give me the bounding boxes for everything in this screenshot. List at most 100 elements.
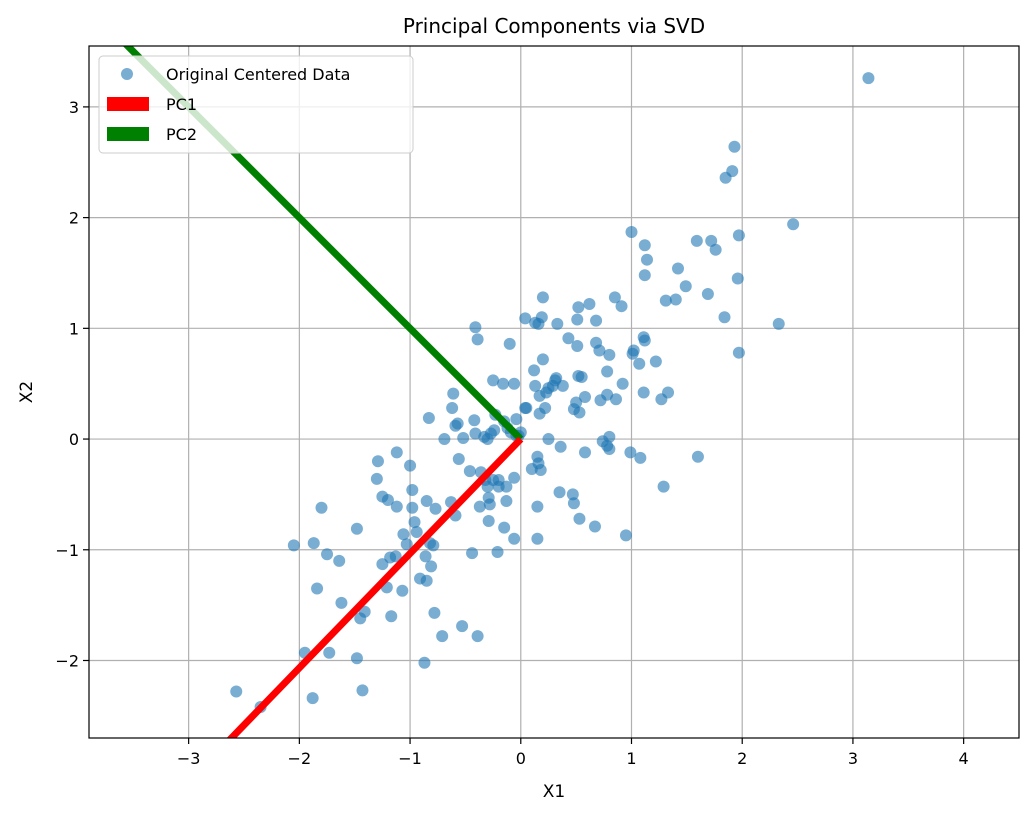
data-point (562, 332, 575, 345)
data-point (230, 685, 243, 698)
data-point (307, 537, 320, 550)
data-point (466, 547, 479, 560)
data-point (535, 311, 548, 324)
x-tick-label: 4 (959, 749, 969, 768)
data-point (452, 452, 465, 465)
data-point (531, 500, 544, 513)
data-point (321, 548, 334, 561)
data-point (556, 379, 569, 392)
data-point (335, 596, 348, 609)
data-point (529, 379, 542, 392)
x-tick-label: −1 (398, 749, 422, 768)
data-point (732, 346, 745, 359)
chart-title: Principal Components via SVD (403, 14, 705, 38)
data-point (487, 474, 500, 487)
data-point (427, 539, 440, 552)
data-point (626, 347, 639, 360)
data-point (637, 386, 650, 399)
data-point (728, 140, 741, 153)
data-point (588, 520, 601, 533)
data-point (406, 483, 419, 496)
data-point (679, 280, 692, 293)
data-point (579, 446, 591, 459)
data-point (638, 269, 651, 282)
y-tick-label: 2 (69, 209, 79, 228)
plot-area (122, 46, 875, 738)
data-point (390, 500, 403, 513)
data-point (381, 493, 394, 506)
legend-label-pc1: PC1 (166, 95, 197, 114)
data-point (471, 333, 484, 346)
data-point (726, 165, 739, 178)
data-point (551, 317, 564, 330)
data-point (583, 297, 596, 310)
data-point (862, 72, 875, 85)
data-point (414, 572, 427, 585)
data-point (616, 377, 629, 390)
data-point (429, 502, 442, 515)
data-point (573, 406, 586, 419)
y-tick-label: −1 (55, 541, 79, 560)
data-point (350, 522, 363, 535)
data-point (641, 253, 653, 266)
data-point (473, 500, 486, 513)
data-point (575, 371, 588, 384)
axis-ticks: −3 −2 −1 0 1 2 3 4 −2 −1 0 1 2 3 (55, 98, 968, 768)
data-point (718, 311, 731, 324)
data-point (571, 313, 584, 326)
legend-label-pc2: PC2 (166, 125, 197, 144)
data-point (491, 545, 504, 558)
legend-marker-pc2 (107, 127, 149, 141)
data-point (625, 226, 638, 239)
data-point (418, 656, 431, 669)
data-point (603, 348, 616, 361)
data-point (500, 495, 513, 508)
data-point (406, 501, 419, 514)
data-point (638, 239, 651, 252)
data-point (376, 558, 389, 571)
data-point (385, 610, 398, 623)
data-point (508, 532, 521, 545)
legend-label-data: Original Centered Data (166, 65, 350, 84)
y-tick-label: −2 (55, 651, 79, 670)
data-point (370, 472, 383, 485)
data-point (419, 550, 432, 563)
data-point (638, 334, 651, 347)
pc1-line (226, 436, 524, 738)
data-point (436, 630, 449, 643)
legend: Original Centered Data PC1 PC2 (98, 55, 414, 154)
data-point (536, 291, 549, 304)
data-point (534, 464, 547, 477)
data-point (469, 321, 482, 334)
data-point (487, 374, 500, 387)
data-point (422, 412, 435, 425)
data-point (519, 312, 532, 325)
data-point (438, 433, 451, 446)
data-point (601, 365, 614, 378)
data-point (701, 288, 714, 301)
data-point (390, 446, 403, 459)
x-tick-label: 3 (848, 749, 858, 768)
data-point (531, 532, 544, 545)
data-point (498, 521, 511, 534)
data-point (408, 516, 421, 529)
data-point (615, 300, 628, 313)
data-point (463, 465, 476, 478)
data-point (396, 584, 409, 597)
data-point (542, 433, 555, 446)
data-point (420, 495, 433, 508)
data-point (608, 291, 621, 304)
data-point (503, 337, 516, 350)
data-point (358, 605, 371, 618)
data-point (482, 514, 495, 527)
data-point (705, 234, 718, 247)
data-point (662, 386, 675, 399)
data-point (306, 692, 319, 705)
x-tick-label: 0 (516, 749, 526, 768)
data-point (400, 538, 413, 551)
data-point (554, 440, 567, 453)
data-point (508, 377, 521, 390)
plot-frame (88, 45, 1020, 739)
data-point (672, 262, 684, 275)
data-point (410, 526, 423, 539)
